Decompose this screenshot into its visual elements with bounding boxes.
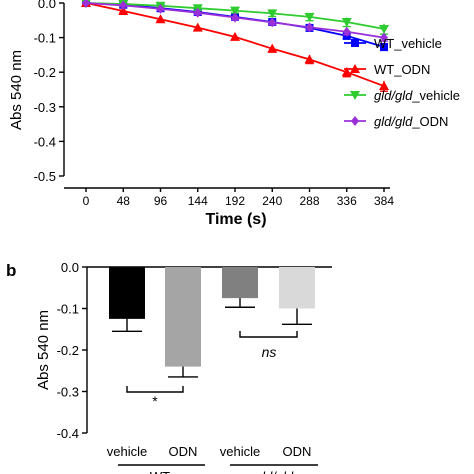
data-point [267,43,278,53]
legend-label: gld/gld_vehicle [374,88,460,103]
line-chart-series [81,0,389,92]
significance-label: * [152,393,158,409]
group-label: gld/gld [255,469,294,474]
group-label: WT [150,469,170,474]
data-point [82,0,90,8]
bar-chart-y-tick-label: -0.3 [57,385,79,400]
category-label: vehicle [107,444,147,459]
line-chart-x-tick-label: 96 [154,194,168,208]
legend-item: WT_vehicle [344,36,442,51]
bar-chart-annotations: * ns WT gld/gld [118,331,318,474]
data-point [341,67,352,77]
bar [222,267,258,299]
line-chart-x-tick-label: 0 [83,194,90,208]
bar [279,267,315,309]
data-point [351,116,359,126]
legend-label: WT_vehicle [374,36,442,51]
bar-group: vehicle [220,267,260,459]
line-chart-y-tick-label: -0.1 [34,31,56,46]
bar-group: vehicle [107,267,147,459]
line-chart-x-tick-label: 48 [117,194,131,208]
data-point [305,22,314,33]
bar [165,267,201,367]
legend-label: WT_ODN [374,62,430,77]
data-point [192,22,203,32]
data-point [156,3,165,14]
legend-item: gld/gld_vehicle [344,88,460,103]
data-point [267,9,278,19]
line-series-3 [82,0,388,43]
data-point [268,17,277,28]
bar-group: ODN [279,267,315,459]
line-chart-x-tick-label: 384 [374,194,394,208]
data-point [350,64,360,73]
legend-label: gld/gld_ODN [374,114,448,129]
bar [109,267,145,319]
data-point [341,18,352,28]
line-chart-y-tick-label: -0.3 [34,100,56,115]
bar-chart-y-tick-label: 0.0 [61,260,79,275]
line-chart-legend: WT_vehicle WT_ODN gld/gld_vehicle gld/gld_O… [344,36,460,129]
data-point [380,32,388,43]
data-point [351,39,359,47]
category-label: ODN [283,444,312,459]
line-chart-y-tick-label: -0.5 [34,169,56,184]
panel-b-label: b [6,261,16,280]
line-chart-y-tick-label: -0.4 [34,134,56,149]
line-chart-x-tick-label: 192 [225,194,245,208]
significance-bracket [239,331,298,338]
category-label: vehicle [220,444,260,459]
legend-item: WT_ODN [344,62,430,77]
data-point [380,42,388,51]
line-chart-y-axis-label: Abs 540 nm [8,50,25,130]
line-chart-y-tick-label: 0.0 [38,0,56,11]
data-point [230,31,240,41]
bar-chart-y-tick-label: -0.4 [57,426,79,441]
bar-chart-bars: vehicle ODN vehicle ODN [107,267,315,459]
data-point [118,5,129,15]
data-point [350,91,360,100]
data-point [379,24,389,34]
data-point [379,81,389,91]
legend-item: gld/gld_ODN [344,114,448,129]
data-point [304,54,315,64]
line-chart-x-tick-label: 336 [337,194,357,208]
bar-group: ODN [165,267,201,459]
data-point [193,7,202,18]
data-point [304,12,315,22]
significance-label: ns [262,344,277,360]
data-point [119,0,128,11]
line-chart-x-tick-label: 288 [299,194,319,208]
data-point [155,14,166,24]
line-chart-x-tick-label: 144 [188,194,208,208]
category-label: ODN [169,444,198,459]
significance-bracket [126,386,184,393]
line-chart-x-tick-label: 240 [262,194,282,208]
data-point [230,6,240,16]
data-point [231,12,239,23]
bar-chart: 0.0 -0.1 -0.2 -0.3 -0.4 vehicle ODN vehicle ODN… [35,260,332,474]
line-chart-gridlines: 0.0 -0.1 -0.2 -0.3 -0.4 -0.5 0 48 96 144 192 240 288… [34,0,395,208]
line-chart-x-axis-label: Time (s) [205,211,266,228]
bar-chart-y-tick-label: -0.2 [57,343,79,358]
line-chart: 0.0 -0.1 -0.2 -0.3 -0.4 -0.5 0 48 96 144 192 240 288… [8,0,460,228]
line-chart-y-tick-label: -0.2 [34,65,56,80]
bar-chart-y-tick-label: -0.1 [57,302,79,317]
data-point [342,26,351,37]
bar-chart-y-axis-label: Abs 540 nm [35,310,52,390]
